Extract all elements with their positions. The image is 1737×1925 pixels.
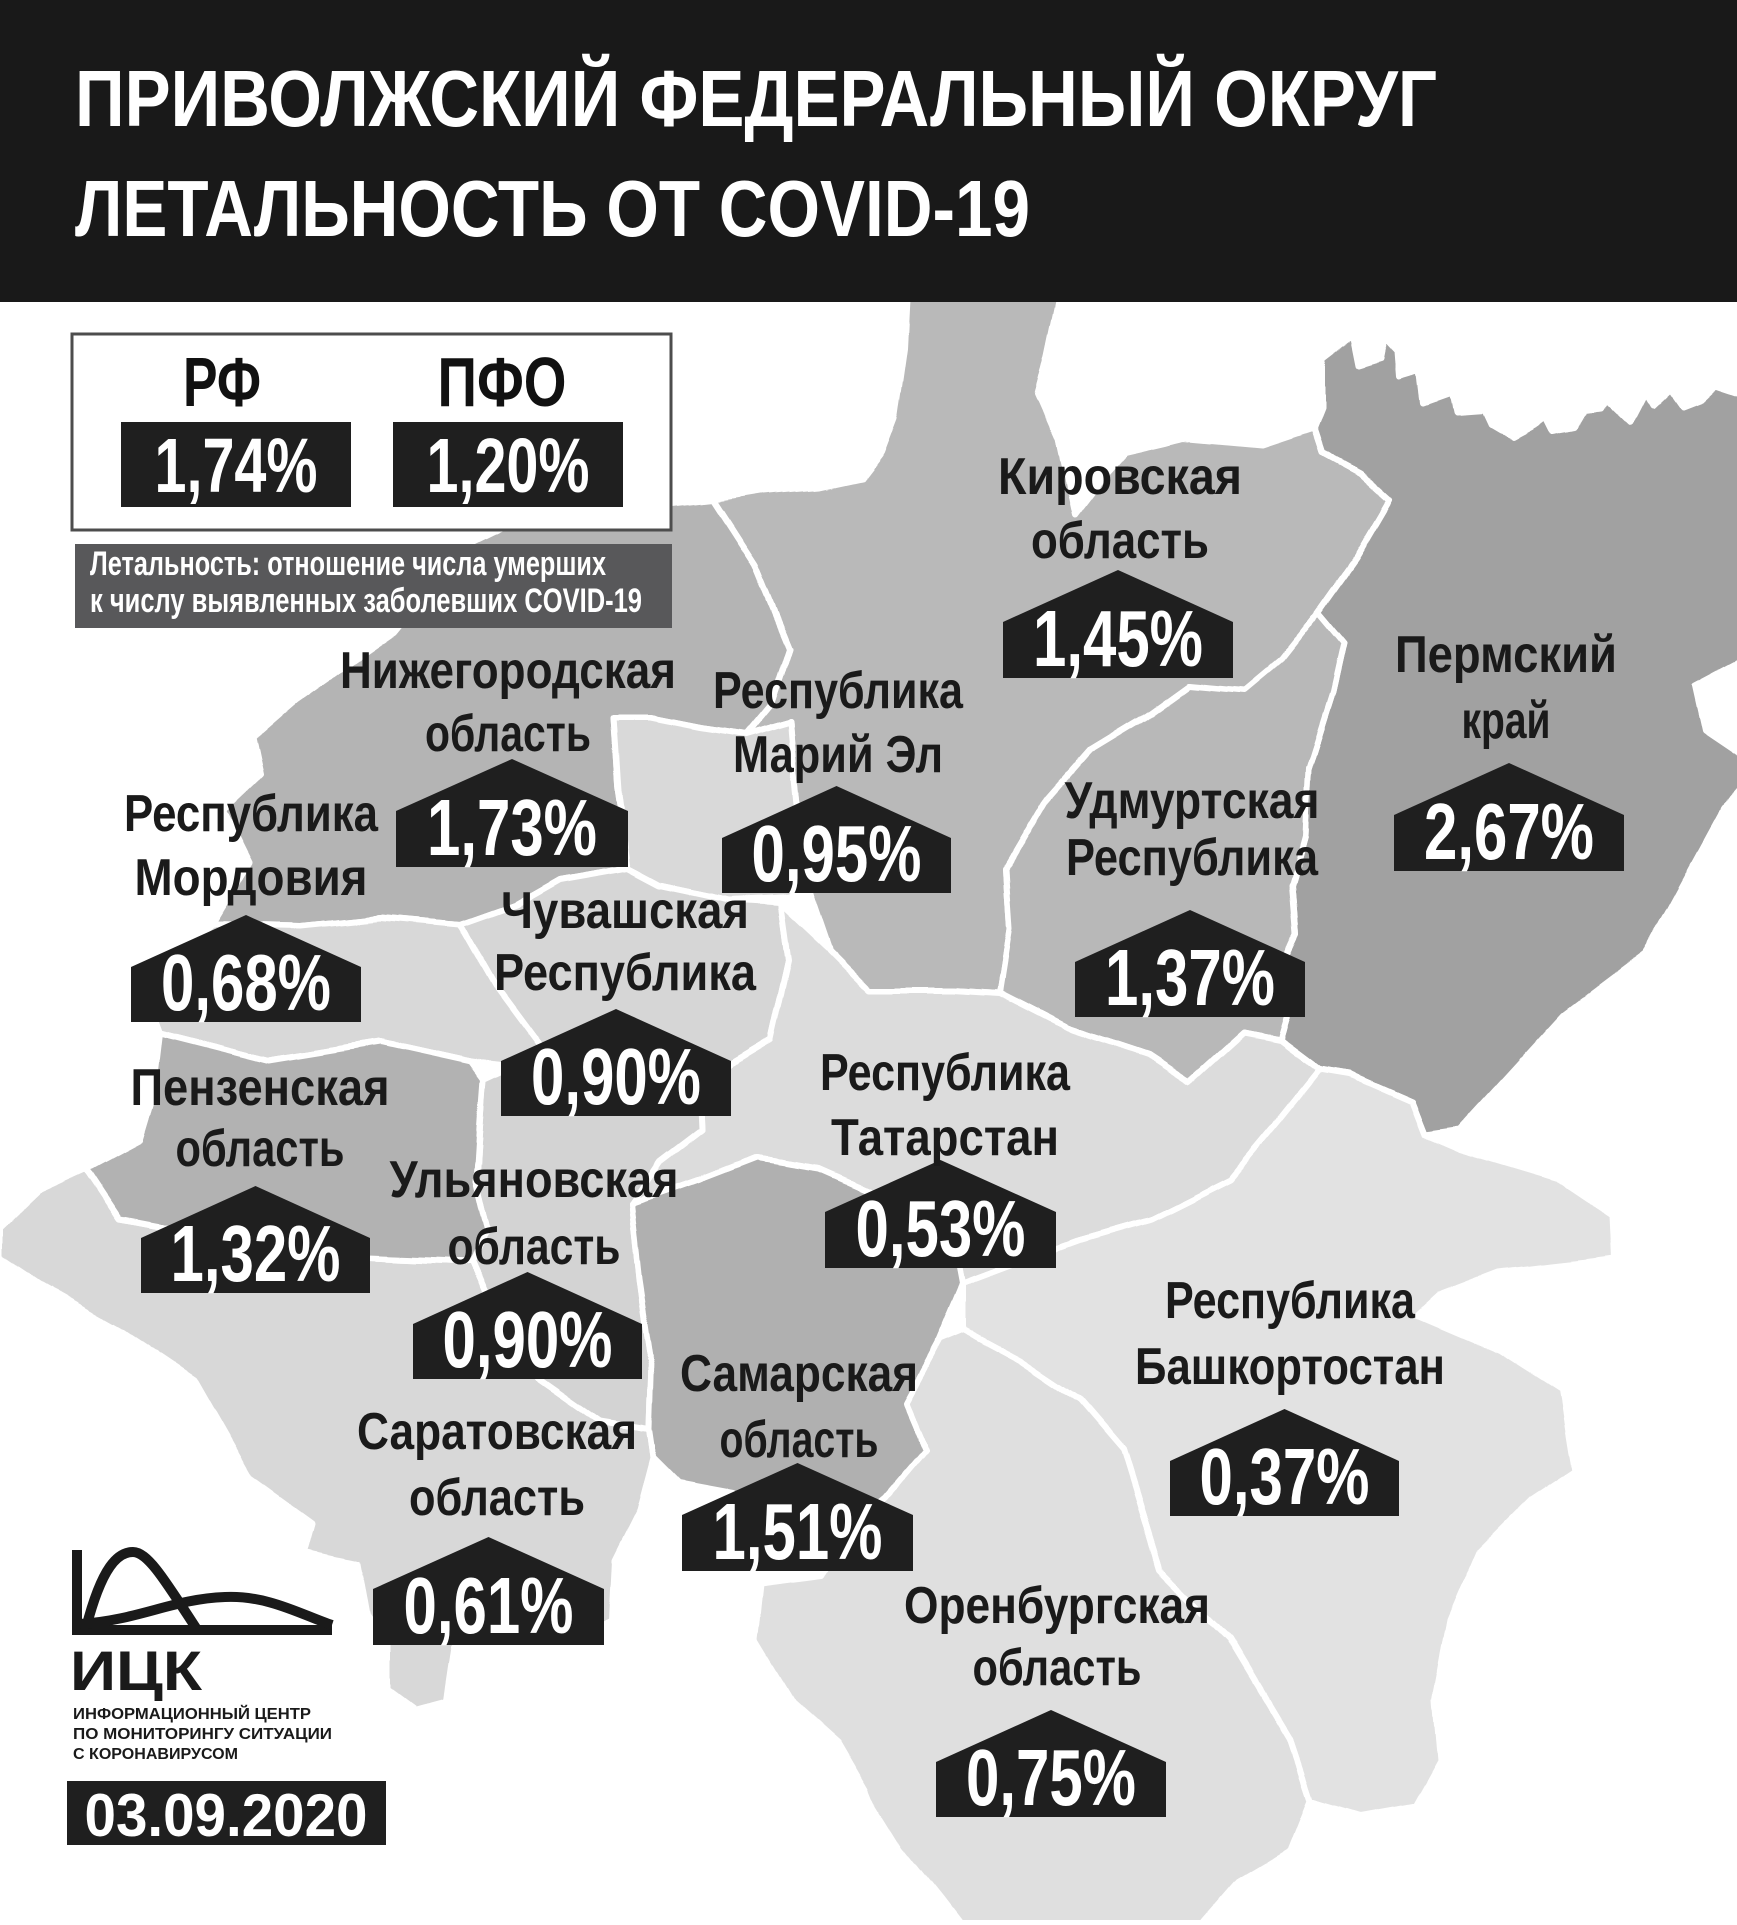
svg-text:Саратовская: Саратовская [357, 1403, 637, 1461]
svg-text:Татарстан: Татарстан [831, 1109, 1059, 1167]
svg-text:0,68%: 0,68% [161, 938, 331, 1027]
svg-text:0,90%: 0,90% [531, 1032, 701, 1121]
svg-text:Ульяновская: Ульяновская [390, 1151, 679, 1209]
svg-text:1,37%: 1,37% [1105, 933, 1275, 1022]
svg-text:Республика: Республика [820, 1044, 1071, 1102]
svg-text:РФ: РФ [183, 343, 261, 421]
svg-text:Удмуртская: Удмуртская [1065, 772, 1320, 830]
svg-text:Республика: Республика [1165, 1272, 1416, 1330]
svg-text:03.09.2020: 03.09.2020 [85, 1782, 368, 1849]
svg-text:Пензенская: Пензенская [131, 1059, 390, 1117]
svg-text:Пермский: Пермский [1395, 626, 1617, 684]
svg-text:область: область [973, 1639, 1142, 1697]
svg-text:1,73%: 1,73% [427, 783, 597, 872]
svg-text:Чувашская: Чувашская [501, 882, 749, 940]
svg-text:ПФО: ПФО [438, 343, 567, 421]
svg-text:область: область [409, 1469, 585, 1527]
svg-text:край: край [1462, 692, 1551, 750]
svg-text:ПО МОНИТОРИНГУ СИТУАЦИИ: ПО МОНИТОРИНГУ СИТУАЦИИ [73, 1726, 332, 1743]
svg-text:Республика: Республика [124, 785, 379, 843]
svg-text:0,95%: 0,95% [752, 809, 922, 898]
svg-text:Марий Эл: Марий Эл [733, 726, 943, 784]
svg-text:1,51%: 1,51% [713, 1487, 883, 1576]
svg-text:ПРИВОЛЖСКИЙ ФЕДЕРАЛЬНЫЙ ОКРУГ: ПРИВОЛЖСКИЙ ФЕДЕРАЛЬНЫЙ ОКРУГ [75, 53, 1437, 143]
svg-text:2,67%: 2,67% [1424, 787, 1594, 876]
svg-text:0,53%: 0,53% [856, 1184, 1026, 1273]
svg-text:ИЦК: ИЦК [70, 1639, 203, 1702]
svg-text:ИНФОРМАЦИОННЫЙ ЦЕНТР: ИНФОРМАЦИОННЫЙ ЦЕНТР [73, 1704, 311, 1723]
svg-text:область: область [720, 1411, 879, 1469]
svg-text:Кировская: Кировская [998, 448, 1242, 506]
svg-text:С КОРОНАВИРУСОМ: С КОРОНАВИРУСОМ [73, 1746, 238, 1763]
svg-text:0,75%: 0,75% [966, 1733, 1136, 1822]
svg-text:ЛЕТАЛЬНОСТЬ ОТ COVID-19: ЛЕТАЛЬНОСТЬ ОТ COVID-19 [75, 164, 1030, 253]
svg-text:1,20%: 1,20% [427, 423, 590, 509]
svg-text:Республика: Республика [1066, 829, 1319, 887]
svg-text:1,74%: 1,74% [155, 423, 318, 509]
svg-text:область: область [425, 705, 591, 763]
svg-text:Башкортостан: Башкортостан [1135, 1338, 1445, 1396]
svg-text:область: область [176, 1120, 345, 1178]
svg-text:область: область [448, 1218, 621, 1276]
svg-text:1,45%: 1,45% [1033, 594, 1203, 683]
svg-text:0,90%: 0,90% [443, 1295, 613, 1384]
svg-text:Оренбургская: Оренбургская [904, 1577, 1210, 1635]
svg-text:0,61%: 0,61% [404, 1561, 574, 1650]
svg-text:1,32%: 1,32% [171, 1209, 341, 1298]
svg-text:Мордовия: Мордовия [135, 849, 368, 907]
svg-text:к числу выявленных заболевших: к числу выявленных заболевших COVID-19 [90, 582, 642, 620]
svg-text:Республика: Республика [713, 662, 964, 720]
svg-text:Республика: Республика [494, 944, 757, 1002]
svg-text:Самарская: Самарская [680, 1345, 918, 1403]
svg-text:0,37%: 0,37% [1200, 1432, 1370, 1521]
svg-text:область: область [1031, 512, 1209, 570]
svg-text:Летальность: отношение числа у: Летальность: отношение числа умерших [90, 545, 606, 583]
svg-text:Нижегородская: Нижегородская [340, 642, 676, 700]
